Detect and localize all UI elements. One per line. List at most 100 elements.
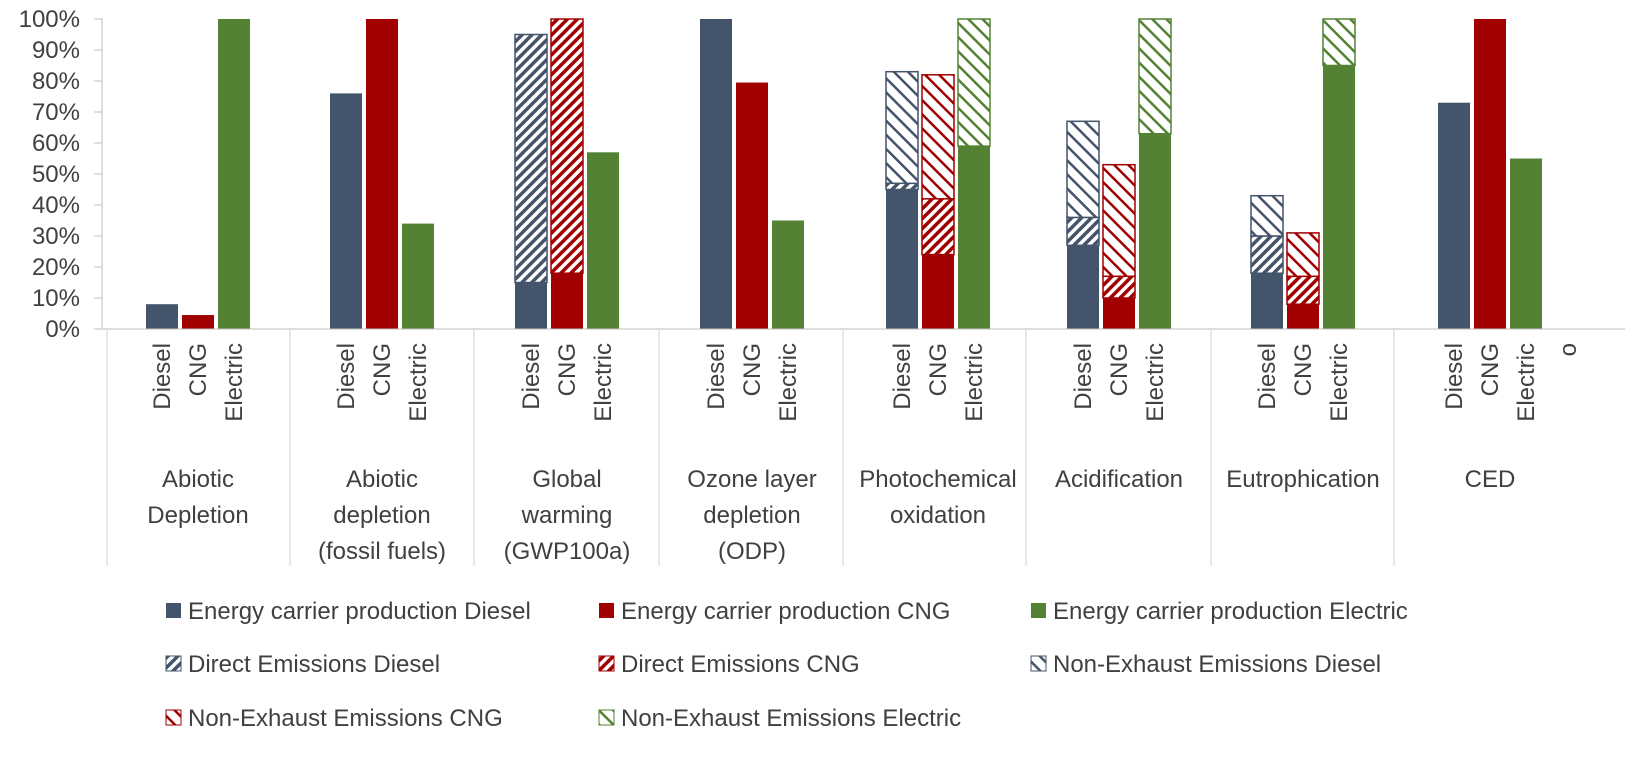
y-tick-label-50: 50% (32, 161, 80, 188)
legend-item-direct-emissions-cng: Direct Emissions CNG (598, 651, 860, 678)
vehicle-label-cng: CNG (554, 343, 581, 396)
bar-global-warming-gwp100a-energy-carrier-production-diesel (515, 282, 547, 329)
bar-abiotic-depletion-energy-carrier-production-diesel (146, 304, 178, 329)
legend: Energy carrier production Diesel Energy c… (165, 598, 1408, 732)
category-label-acidification: Acidification (1055, 466, 1183, 493)
bar-acidification-non-exhaust-emissions-diesel (1066, 120, 1100, 219)
y-tick-label-60: 60% (32, 130, 80, 157)
vehicle-label-diesel: Diesel (1254, 343, 1281, 410)
legend-label: Non-Exhaust Emissions CNG (188, 705, 503, 732)
bar-ozone-layer-depletion-odp-energy-carrier-production-electric (772, 220, 804, 329)
y-tick-label-100: 100% (19, 6, 80, 33)
legend-swatch (166, 603, 181, 618)
bar-abiotic-depletion-energy-carrier-production-cng (182, 315, 214, 329)
legend-swatch (165, 709, 182, 726)
bar-abiotic-depletion-energy-carrier-production-electric (218, 19, 250, 329)
y-tick-label-0: 0% (45, 316, 80, 343)
vehicle-label-cng: CNG (185, 343, 212, 396)
legend-label: Direct Emissions Diesel (188, 651, 440, 678)
category-label-abiotic-depletion: Abiotic Depletion (147, 466, 248, 529)
legend-item-energy-carrier-production-cng: Energy carrier production CNG (599, 598, 950, 625)
legend-swatch (598, 655, 615, 672)
vehicle-label-electric: Electric (1326, 343, 1353, 422)
category-label-ced: CED (1465, 466, 1516, 493)
bar-global-warming-gwp100a-direct-emissions-cng (550, 18, 584, 274)
legend-label: Direct Emissions CNG (621, 651, 860, 678)
vehicle-label-diesel: Diesel (333, 343, 360, 410)
vehicle-label-electric: Electric (405, 343, 432, 422)
bar-global-warming-gwp100a-energy-carrier-production-cng (551, 273, 583, 329)
legend-swatch (599, 603, 614, 618)
bar-eutrophication-energy-carrier-production-electric (1323, 65, 1355, 329)
y-tick-label-30: 30% (32, 223, 80, 250)
vehicle-label-cng: CNG (1106, 343, 1133, 396)
bar-photochemical-oxidation-direct-emissions-cng (921, 198, 955, 256)
legend-label: Energy carrier production Electric (1053, 598, 1408, 625)
x-axis: Diesel CNG Electric Abiotic Depletion Diesel C… (102, 328, 1625, 566)
y-tick-label-70: 70% (32, 99, 80, 126)
legend-swatch (1031, 603, 1046, 618)
bar-eutrophication-non-exhaust-emissions-cng (1286, 232, 1320, 278)
vehicle-label-electric: Electric (221, 343, 248, 422)
category-label-photochemical-oxidation: Photochemical oxidation (859, 466, 1016, 529)
category-label-abiotic-depletion-fossil-fuels: Abiotic depletion (fossil fuels) (318, 466, 446, 565)
legend-swatch (165, 655, 182, 672)
bar-photochemical-oxidation-non-exhaust-emissions-diesel (885, 70, 919, 185)
bar-eutrophication-direct-emissions-diesel (1250, 235, 1284, 274)
bar-photochemical-oxidation-non-exhaust-emissions-cng (921, 74, 955, 200)
y-axis: 0% 10% 20% 30% 40% 50% 60% 70% 80% 90% 100% (19, 6, 103, 343)
bar-abiotic-depletion-fossil-fuels-energy-carrier-production-cng (366, 19, 398, 329)
bar-acidification-non-exhaust-emissions-electric (1138, 18, 1172, 135)
vehicle-label-cng: CNG (1290, 343, 1317, 396)
vehicle-label-electric: Electric (775, 343, 802, 422)
y-tick-label-20: 20% (32, 254, 80, 281)
legend-label: Energy carrier production Diesel (188, 598, 531, 625)
vehicle-label-electric: Electric (1142, 343, 1169, 422)
bar-photochemical-oxidation-energy-carrier-production-cng (922, 254, 954, 329)
vehicle-label-diesel: Diesel (889, 343, 916, 410)
legend-label: Energy carrier production CNG (621, 598, 950, 625)
bar-eutrophication-non-exhaust-emissions-diesel (1250, 194, 1284, 237)
vehicle-label-cng: CNG (369, 343, 396, 396)
y-tick-label-80: 80% (32, 68, 80, 95)
vehicle-label-cng: CNG (1477, 343, 1504, 396)
bar-acidification-direct-emissions-diesel (1066, 216, 1100, 247)
bar-eutrophication-energy-carrier-production-diesel (1251, 273, 1283, 329)
vehicle-label-diesel: Diesel (1070, 343, 1097, 410)
vehicle-label-electric: Electric (590, 343, 617, 422)
bar-acidification-non-exhaust-emissions-cng (1102, 163, 1136, 278)
bar-eutrophication-non-exhaust-emissions-electric (1322, 18, 1356, 67)
vehicle-label-diesel: Diesel (703, 343, 730, 410)
bars-layer (146, 18, 1542, 330)
vehicle-label-cng: CNG (925, 343, 952, 396)
legend-swatch (1030, 655, 1047, 672)
category-label-global-warming-gwp100a: Global warming (GWP100a) (504, 466, 631, 565)
bar-eutrophication-direct-emissions-cng (1286, 275, 1320, 305)
vehicle-label-diesel: Diesel (149, 343, 176, 410)
bar-acidification-energy-carrier-production-diesel (1067, 245, 1099, 329)
legend-item-non-exhaust-emissions-electric: Non-Exhaust Emissions Electric (598, 705, 961, 732)
bar-photochemical-oxidation-direct-emissions-diesel (885, 182, 919, 191)
vehicle-label-diesel: Diesel (1441, 343, 1468, 410)
vehicle-label-cng: CNG (739, 343, 766, 396)
category-label-ozone-layer-depletion-odp: Ozone layer depletion (ODP) (687, 466, 816, 565)
legend-item-non-exhaust-emissions-cng: Non-Exhaust Emissions CNG (165, 705, 503, 732)
legend-label: Non-Exhaust Emissions Electric (621, 705, 961, 732)
bar-ced-energy-carrier-production-electric (1510, 158, 1542, 329)
bar-abiotic-depletion-fossil-fuels-energy-carrier-production-diesel (330, 93, 362, 330)
vehicle-label-clipped: o (1555, 343, 1582, 356)
bar-ced-energy-carrier-production-cng (1474, 19, 1506, 329)
vehicle-label-diesel: Diesel (518, 343, 545, 410)
bar-photochemical-oxidation-energy-carrier-production-diesel (886, 189, 918, 329)
y-tick-label-40: 40% (32, 192, 80, 219)
bar-photochemical-oxidation-non-exhaust-emissions-electric (957, 18, 991, 147)
category-label-eutrophication: Eutrophication (1226, 466, 1379, 493)
bar-acidification-energy-carrier-production-cng (1103, 298, 1135, 329)
bar-acidification-energy-carrier-production-electric (1139, 133, 1171, 329)
legend-swatch (598, 709, 615, 726)
legend-label: Non-Exhaust Emissions Diesel (1053, 651, 1381, 678)
legend-item-non-exhaust-emissions-diesel: Non-Exhaust Emissions Diesel (1030, 651, 1381, 678)
bar-global-warming-gwp100a-direct-emissions-diesel (514, 33, 548, 284)
bar-ced-energy-carrier-production-diesel (1438, 102, 1470, 329)
